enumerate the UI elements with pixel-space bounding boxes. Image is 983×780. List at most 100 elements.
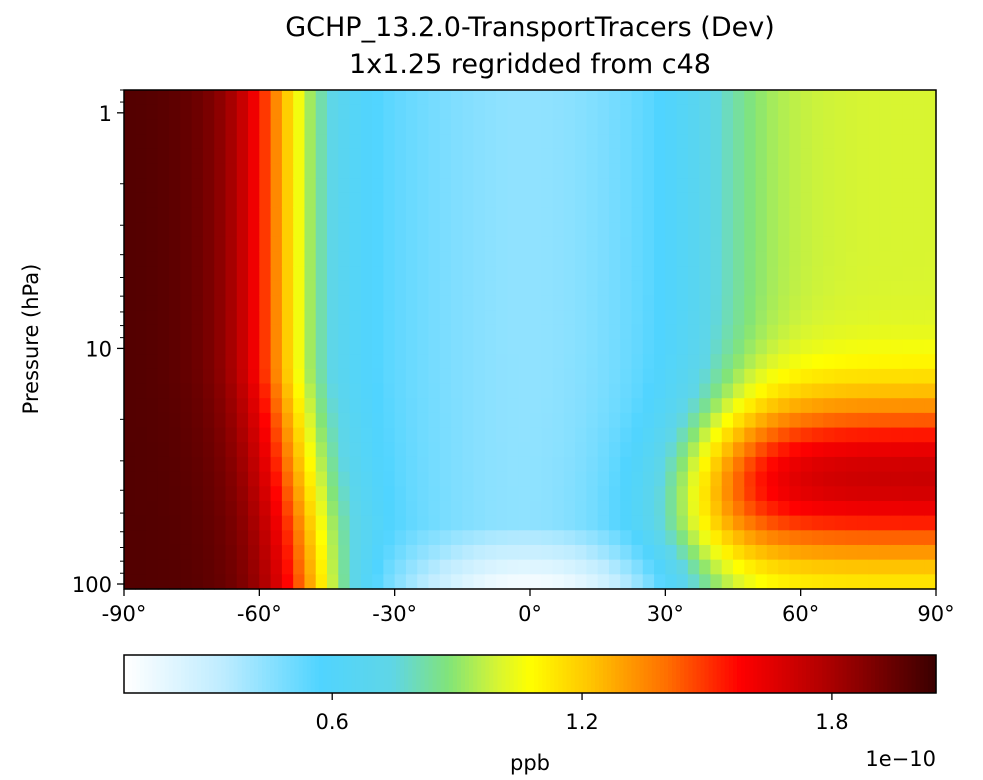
heatmap-cell: [270, 544, 283, 561]
heatmap-cell: [236, 134, 249, 150]
heatmap-cell: [225, 236, 238, 253]
heatmap-cell: [248, 398, 260, 414]
heatmap-cell: [631, 134, 644, 150]
colorbar-segment: [278, 655, 283, 693]
heatmap-cell: [169, 222, 181, 238]
colorbar-segment: [237, 655, 243, 693]
heatmap-cell: [293, 266, 306, 282]
heatmap-cell: [191, 456, 204, 473]
colorbar-label: ppb: [510, 751, 550, 775]
heatmap-cell: [744, 324, 757, 341]
heatmap-cell: [169, 310, 181, 326]
heatmap-cell: [518, 222, 531, 238]
heatmap-cell: [665, 530, 678, 546]
heatmap-cell: [890, 310, 903, 326]
heatmap-cell: [902, 280, 915, 297]
heatmap-cell: [800, 471, 813, 487]
heatmap-cell: [146, 339, 159, 355]
heatmap-cell: [428, 368, 441, 385]
heatmap-cell: [214, 324, 227, 341]
heatmap-cell: [169, 251, 181, 267]
heatmap-cell: [845, 236, 858, 253]
heatmap-cell: [383, 90, 396, 106]
heatmap-cell: [890, 119, 903, 135]
heatmap-cell: [575, 383, 587, 399]
heatmap-cell: [484, 119, 497, 135]
heatmap-cell: [518, 456, 531, 473]
colorbar-segment: [387, 655, 393, 693]
heatmap-cell: [586, 442, 599, 458]
heatmap-cell: [530, 442, 542, 458]
colorbar-segment: [513, 655, 519, 693]
heatmap-cell: [360, 119, 373, 135]
heatmap-cell: [857, 383, 869, 399]
heatmap-cell: [372, 90, 384, 106]
heatmap-cell: [575, 515, 587, 531]
heatmap-cell: [349, 530, 362, 546]
heatmap-cell: [338, 207, 351, 223]
heatmap-cell: [924, 266, 937, 282]
colorbar-segment: [420, 655, 426, 693]
heatmap-cell: [439, 119, 452, 135]
heatmap-cell: [484, 530, 497, 546]
heatmap-cell: [417, 368, 430, 385]
heatmap-cell: [575, 368, 587, 385]
heatmap-cell: [902, 456, 915, 473]
heatmap-cell: [552, 134, 565, 150]
heatmap-cell: [575, 148, 587, 164]
heatmap-cell: [744, 222, 757, 238]
heatmap-cell: [473, 178, 486, 194]
heatmap-cell: [146, 266, 159, 282]
heatmap-cell: [620, 148, 633, 164]
heatmap-cell: [496, 280, 509, 297]
heatmap-cell: [530, 163, 542, 179]
heatmap-cell: [315, 544, 328, 561]
heatmap-cell: [451, 486, 463, 502]
heatmap-cell: [394, 148, 407, 164]
heatmap-cell: [902, 500, 915, 517]
heatmap-cell: [451, 383, 463, 399]
heatmap-cell: [868, 207, 881, 223]
colorbar-segment: [712, 655, 718, 693]
heatmap-cell: [214, 310, 227, 326]
heatmap-cell: [202, 295, 215, 311]
heatmap-cell: [191, 324, 204, 341]
heatmap-cell: [575, 544, 587, 561]
heatmap-cell: [541, 134, 554, 150]
heatmap-cell: [575, 104, 587, 120]
heatmap-cell: [428, 178, 441, 194]
heatmap-cell: [766, 383, 779, 399]
heatmap-cell: [428, 559, 441, 575]
heatmap-cell: [327, 398, 339, 414]
heatmap-cell: [327, 236, 339, 253]
heatmap-cell: [202, 368, 215, 385]
heatmap-cell: [507, 354, 520, 370]
heatmap-cell: [372, 163, 384, 179]
heatmap-cell: [575, 90, 587, 106]
heatmap-cell: [721, 192, 734, 209]
heatmap-cell: [146, 383, 159, 399]
heatmap-cell: [293, 134, 306, 150]
colorbar-segment: [164, 655, 170, 693]
heatmap-cell: [462, 471, 475, 487]
heatmap-cell: [608, 412, 621, 429]
colorbar-segment: [282, 655, 287, 693]
colorbar-segment: [314, 655, 320, 693]
heatmap-cell: [563, 324, 576, 341]
heatmap-cell: [146, 295, 159, 311]
heatmap-cell: [428, 119, 441, 135]
colorbar-segment: [286, 655, 292, 693]
heatmap-cell: [124, 295, 136, 311]
heatmap-cell: [439, 266, 452, 282]
heatmap-cell: [191, 236, 204, 253]
heatmap-cell: [766, 574, 779, 590]
heatmap-cell: [124, 398, 136, 414]
heatmap-cell: [428, 280, 441, 297]
heatmap-cell: [845, 134, 858, 150]
heatmap-cell: [552, 559, 565, 575]
colorbar-segment: [842, 655, 848, 693]
heatmap-cell: [631, 148, 644, 164]
heatmap-cell: [169, 486, 181, 502]
heatmap-cell: [620, 178, 633, 194]
heatmap-cell: [484, 544, 497, 561]
